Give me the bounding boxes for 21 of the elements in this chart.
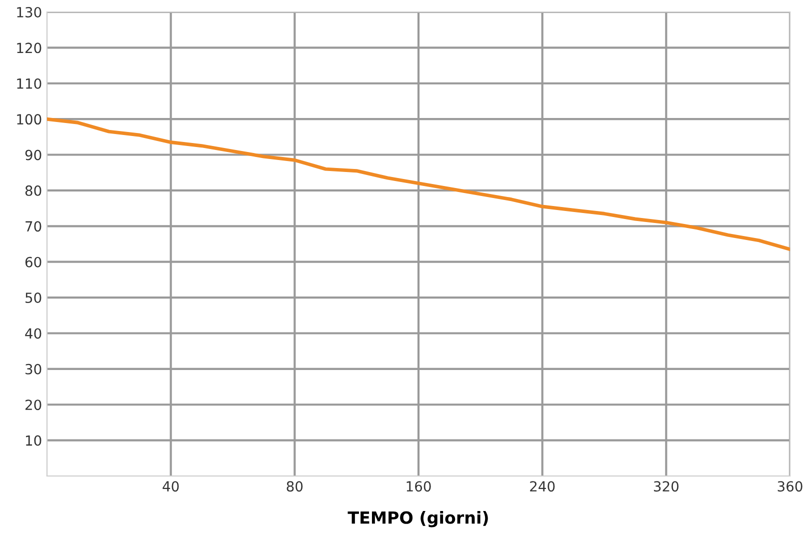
x-tick-label: 160 xyxy=(406,481,431,492)
x-tick-label: 360 xyxy=(778,481,802,492)
y-tick-label: 60 xyxy=(25,256,42,268)
y-tick-label: 130 xyxy=(17,6,42,18)
y-tick-label: 50 xyxy=(26,292,42,304)
x-tick-label: 240 xyxy=(530,481,555,492)
y-tick-label: 30 xyxy=(26,364,42,374)
y-tick-label: 100 xyxy=(17,114,42,125)
y-tick-label: 70 xyxy=(26,221,42,232)
x-tick-label: 80 xyxy=(286,481,303,492)
line-series xyxy=(47,117,790,252)
x-tick-label: 320 xyxy=(654,481,678,492)
y-tick-label: 20 xyxy=(25,400,42,410)
y-tick-label: 110 xyxy=(17,78,42,89)
y-tick-label: 10 xyxy=(26,435,42,446)
x-axis-title: TEMPO (giorni) xyxy=(348,510,488,528)
y-tick-label: 80 xyxy=(25,185,42,196)
y-tick-label: 90 xyxy=(25,150,42,160)
x-tick-label: 40 xyxy=(162,481,179,492)
y-tick-label: 40 xyxy=(25,328,42,339)
y-tick-label: 120 xyxy=(17,42,42,54)
